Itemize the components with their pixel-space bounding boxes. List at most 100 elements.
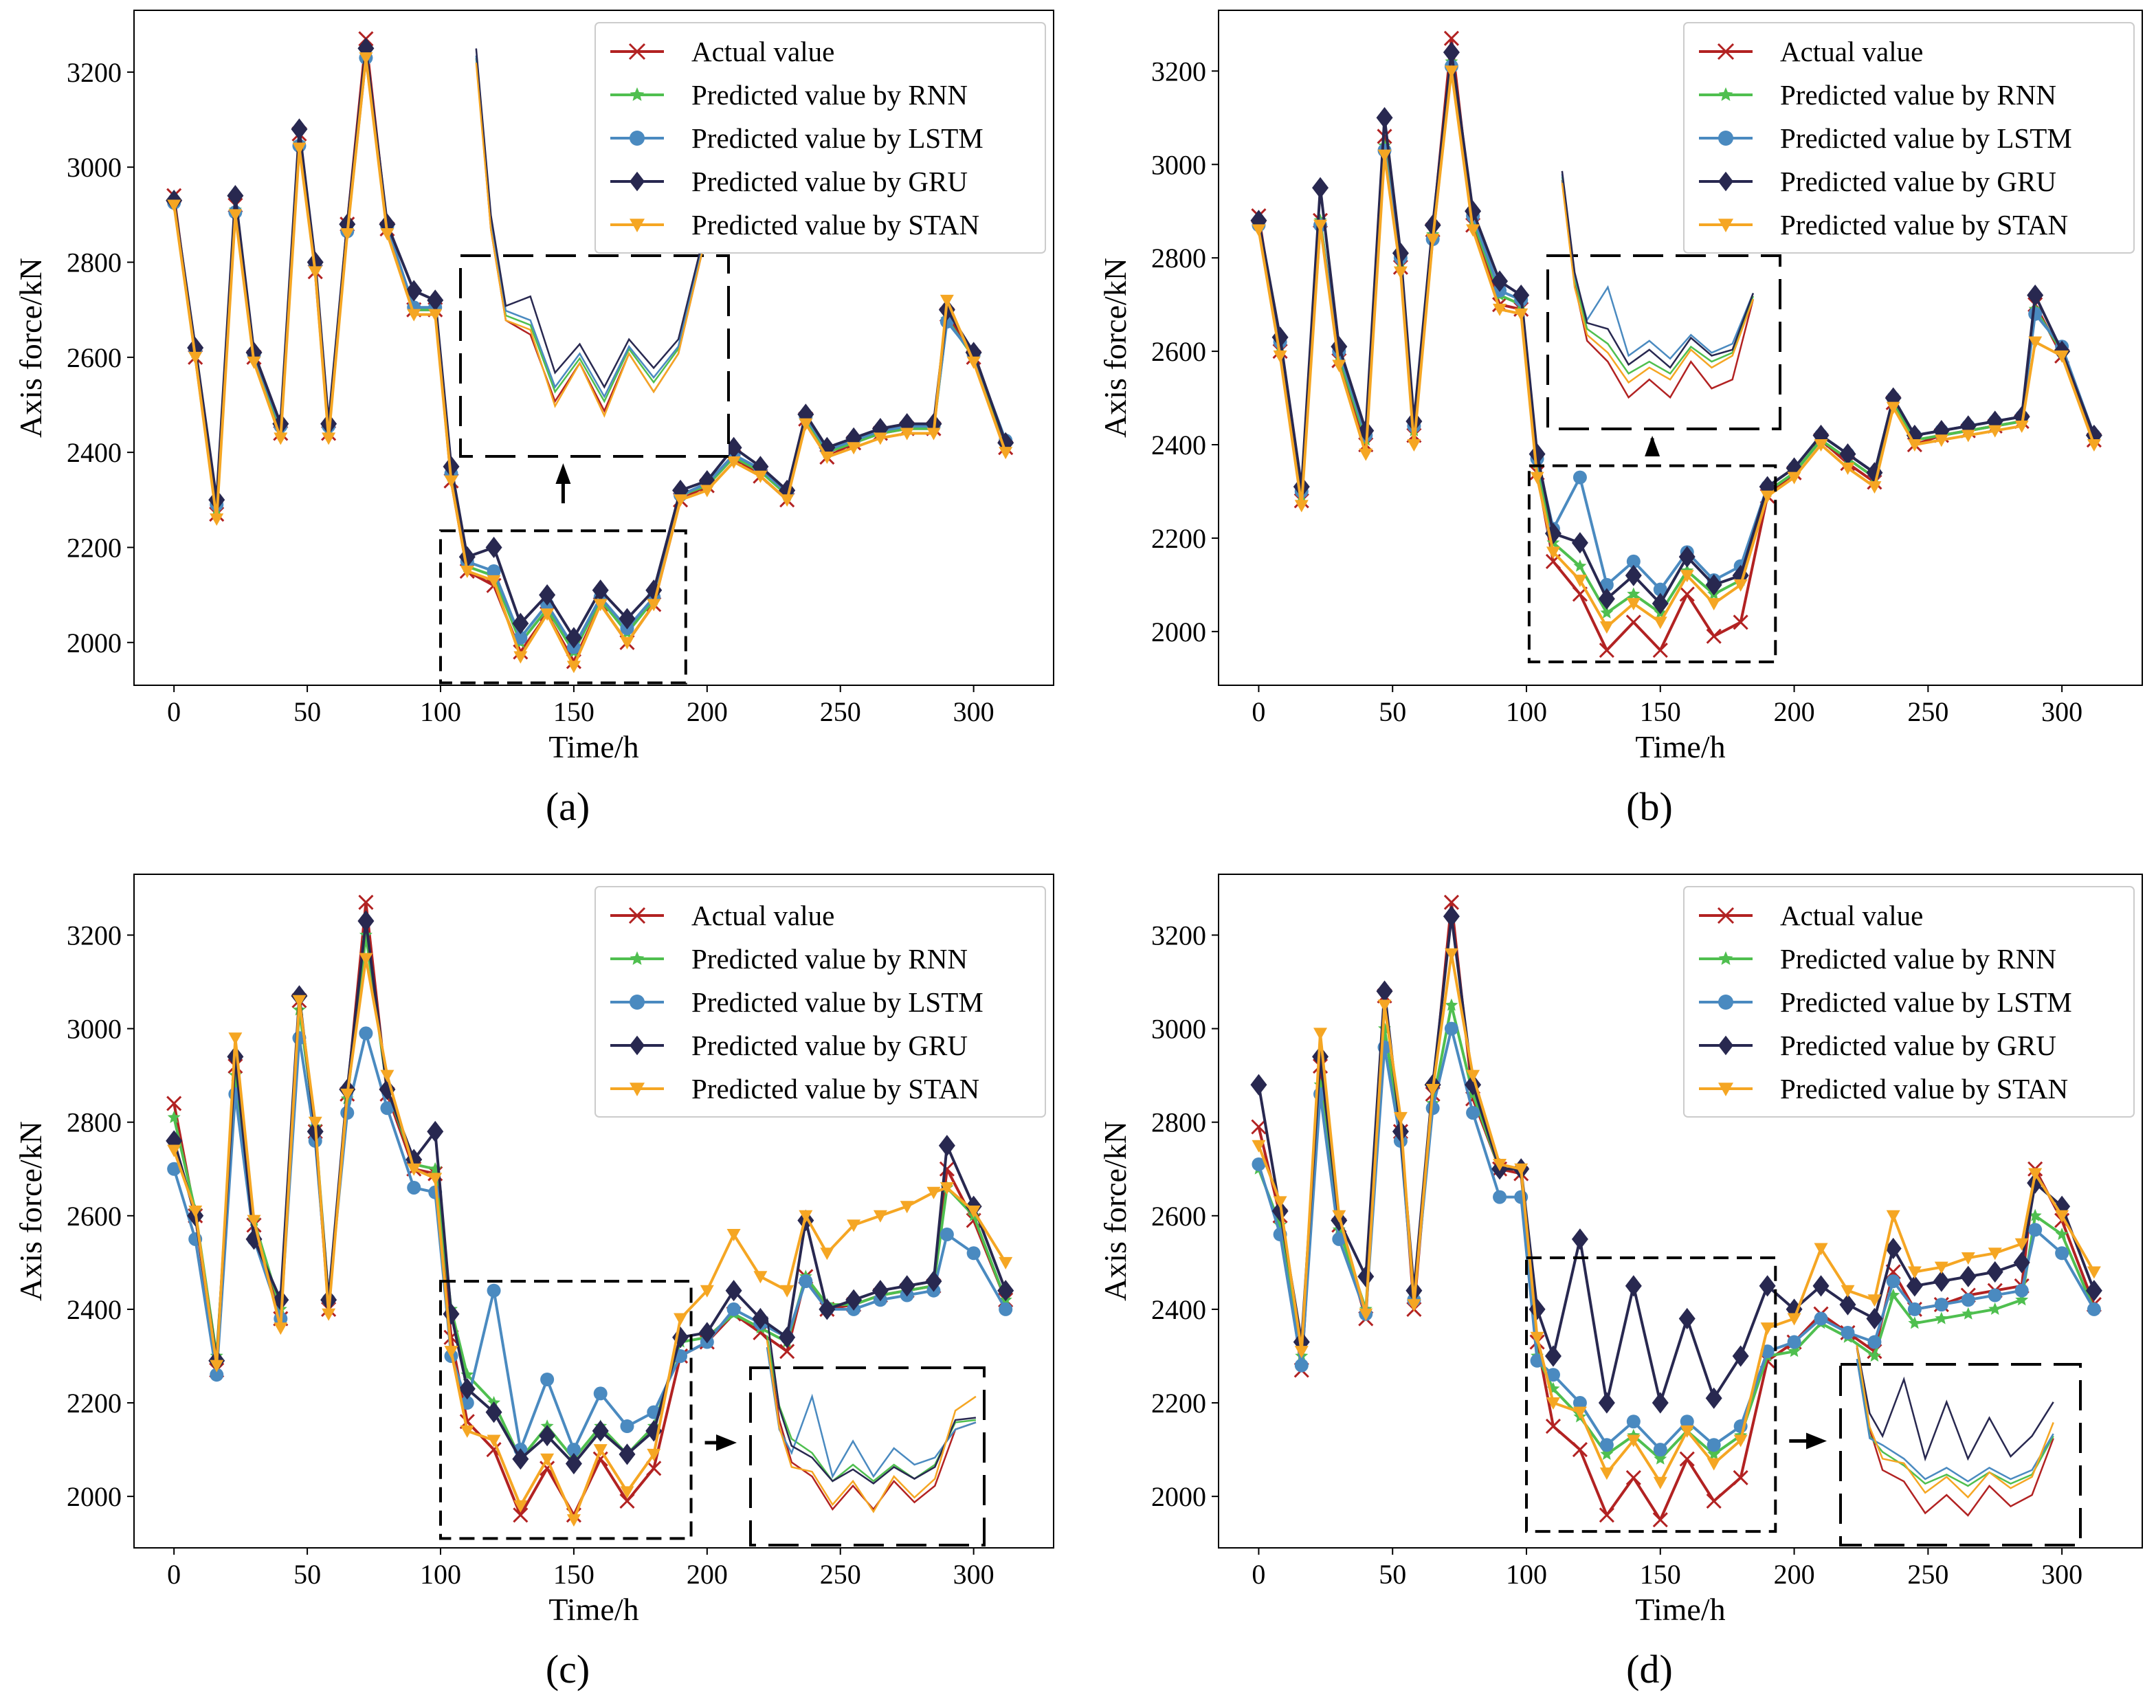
data-point-gru (1933, 420, 1950, 442)
legend-item-lstm: Predicted value by LSTM (1699, 122, 2072, 154)
data-point-stan (540, 1453, 555, 1466)
data-point-gru (819, 1298, 836, 1320)
data-point-gru (619, 1443, 636, 1465)
data-point-stan (674, 1313, 688, 1326)
legend-label: Predicted value by GRU (1780, 166, 2056, 197)
data-point-stan (228, 1032, 243, 1045)
data-point-lstm (1988, 1288, 2002, 1302)
legend-label: Predicted value by LSTM (691, 122, 983, 154)
data-point-stan (1530, 1331, 1544, 1344)
legend-marker-gru (1718, 1035, 1733, 1056)
data-point-stan (780, 494, 794, 507)
data-point-gru (1933, 1270, 1950, 1292)
data-point-stan (1626, 1434, 1641, 1448)
legend-label: Predicted value by LSTM (1780, 986, 2072, 1018)
data-point-lstm (460, 1396, 474, 1410)
data-point-lstm (799, 1274, 813, 1289)
data-point-lstm (513, 630, 528, 645)
x-tick-label: 100 (1506, 696, 1547, 727)
data-point-stan (820, 1247, 834, 1261)
legend-item-actual: Actual value (1699, 900, 1923, 931)
data-point-stan (1407, 439, 1421, 452)
data-point-gru (592, 1420, 609, 1442)
y-tick-label: 2600 (67, 1201, 122, 1232)
y-tick-label: 2800 (67, 247, 122, 278)
y-tick-label: 2200 (67, 1388, 122, 1419)
data-point-stan (647, 1448, 661, 1461)
inset-line-stan (1561, 183, 1755, 384)
data-point-gru (845, 427, 863, 449)
x-tick-label: 200 (687, 1559, 728, 1590)
data-point-gru (819, 436, 836, 458)
zoom-arrow-head (1806, 1432, 1827, 1450)
data-point-stan (1599, 621, 1614, 634)
data-point-stan (926, 1186, 941, 1199)
data-point-stan (1934, 1261, 1948, 1274)
data-point-stan (460, 566, 474, 579)
legend-label: Actual value (1780, 36, 1923, 67)
legend-marker-gru (630, 171, 645, 192)
x-axis-label: Time/h (548, 1592, 638, 1627)
data-point-gru (1312, 177, 1329, 199)
data-point-rnn (1546, 1382, 1560, 1395)
data-point-gru (2027, 284, 2044, 307)
data-point-gru (1250, 1074, 1267, 1096)
data-point-gru (1839, 443, 1856, 465)
data-point-gru (1705, 574, 1722, 596)
data-point-gru (485, 1401, 502, 1423)
data-point-stan (2087, 439, 2101, 452)
data-point-stan (566, 661, 581, 674)
legend-label: Predicted value by RNN (691, 79, 968, 111)
series-stan (1252, 65, 2101, 634)
data-point-stan (1841, 462, 1855, 475)
data-point-stan (966, 356, 981, 369)
y-tick-label: 2000 (67, 1481, 122, 1512)
data-point-stan (1599, 1467, 1614, 1480)
data-point-lstm (2087, 1302, 2101, 1316)
data-point-lstm (1841, 1325, 1855, 1340)
data-point-stan (1867, 481, 1882, 494)
legend (594, 22, 1046, 254)
data-point-stan (274, 432, 288, 445)
data-point-gru (1812, 1275, 1830, 1297)
inset-line-stan (1856, 1345, 2054, 1499)
x-tick-label: 50 (1379, 1559, 1406, 1590)
subplot-a: 0 50 100 150 200 250 300 2000 2200 2400 2600 2800 30… (13, 10, 1054, 764)
data-point-stan (1760, 490, 1775, 503)
data-point-stan (1907, 1266, 1922, 1279)
data-point-stan (1493, 303, 1507, 316)
data-point-stan (799, 418, 813, 431)
data-point-stan (726, 456, 741, 469)
data-point-gru (512, 612, 529, 634)
data-point-stan (2087, 1266, 2101, 1279)
data-point-gru (845, 1289, 863, 1311)
data-point-stan (308, 266, 322, 279)
data-point-gru (1959, 1265, 1977, 1287)
data-point-gru (938, 1135, 955, 1157)
x-tick-label: 100 (420, 1559, 461, 1590)
data-point-stan (1886, 1210, 1900, 1223)
x-tick-label: 50 (293, 696, 321, 727)
inset-line-gru (475, 48, 704, 389)
legend-label: Actual value (691, 900, 834, 931)
data-point-stan (1653, 617, 1667, 630)
data-point-lstm (2028, 307, 2043, 321)
data-point-stan (2028, 1168, 2043, 1181)
data-point-rnn (2028, 1208, 2042, 1221)
y-tick-label: 3200 (1151, 920, 1206, 951)
y-tick-label: 3200 (67, 920, 122, 951)
data-point-lstm (726, 1302, 741, 1316)
legend-item-lstm: Predicted value by LSTM (1699, 986, 2072, 1018)
data-point-stan (1493, 1158, 1507, 1171)
legend-item-rnn: Predicted value by RNN (1699, 79, 2056, 111)
data-point-stan (1961, 1252, 1975, 1265)
data-point-gru (1759, 1275, 1776, 1297)
data-point-lstm (1653, 1443, 1667, 1457)
data-point-lstm (1572, 470, 1587, 485)
legend-item-gru: Predicted value by GRU (610, 166, 968, 197)
data-point-stan (1359, 448, 1373, 461)
data-point-stan (167, 199, 181, 212)
panel-label-d: (d) (1626, 1647, 1673, 1692)
data-point-gru (1866, 1307, 1883, 1330)
data-point-stan (1787, 1313, 1801, 1326)
